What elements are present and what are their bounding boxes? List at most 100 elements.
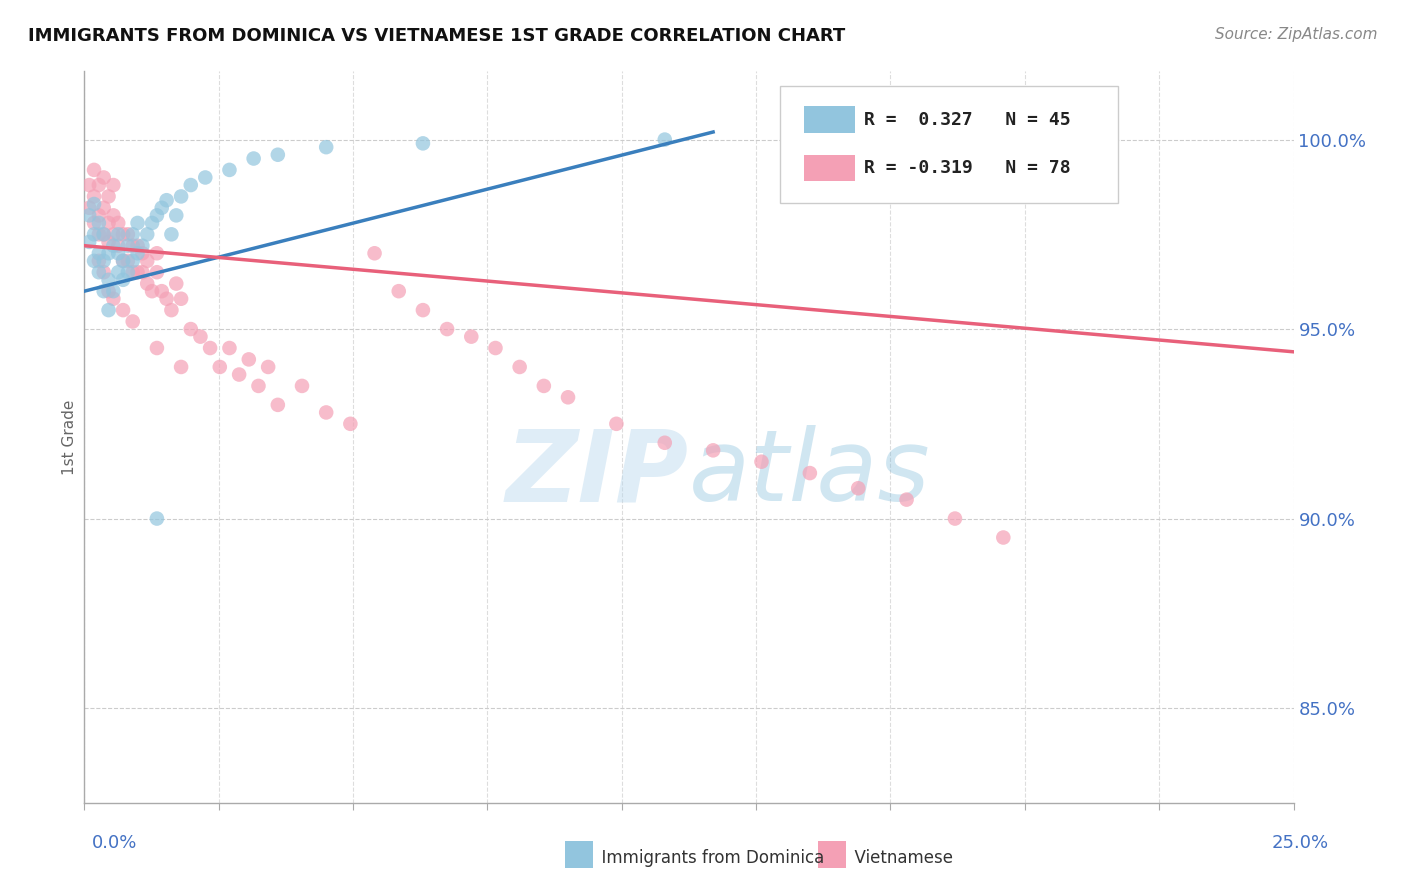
Point xyxy=(170,189,193,203)
Point xyxy=(97,303,120,318)
Y-axis label: 1st Grade: 1st Grade xyxy=(62,400,77,475)
Point xyxy=(150,201,173,215)
Point xyxy=(77,201,100,215)
Text: Immigrants from Dominica: Immigrants from Dominica xyxy=(591,849,824,867)
Point xyxy=(412,303,434,318)
Point xyxy=(846,481,869,495)
FancyBboxPatch shape xyxy=(565,841,593,868)
Point xyxy=(127,265,149,279)
Point xyxy=(136,277,159,291)
Point xyxy=(93,227,115,242)
Point xyxy=(112,253,135,268)
Point xyxy=(103,292,125,306)
Point xyxy=(533,379,555,393)
Point xyxy=(165,208,187,222)
Point xyxy=(87,227,110,242)
Point xyxy=(339,417,361,431)
Text: 25.0%: 25.0% xyxy=(1271,834,1329,852)
Text: IMMIGRANTS FROM DOMINICA VS VIETNAMESE 1ST GRADE CORRELATION CHART: IMMIGRANTS FROM DOMINICA VS VIETNAMESE 1… xyxy=(28,27,845,45)
Point xyxy=(121,253,143,268)
Point xyxy=(112,273,135,287)
Point xyxy=(146,265,169,279)
Point xyxy=(97,235,120,249)
Point xyxy=(83,227,105,242)
Point xyxy=(267,398,290,412)
Point xyxy=(93,227,115,242)
Point xyxy=(896,492,918,507)
Point xyxy=(107,216,129,230)
Point xyxy=(83,253,105,268)
Point xyxy=(436,322,458,336)
Point xyxy=(388,284,411,298)
Point xyxy=(247,379,270,393)
Point xyxy=(993,531,1015,545)
Point xyxy=(141,284,163,298)
Text: atlas: atlas xyxy=(689,425,931,522)
Point xyxy=(460,329,482,343)
Point xyxy=(87,246,110,260)
Point xyxy=(363,246,385,260)
Point xyxy=(136,253,159,268)
Point xyxy=(112,227,135,242)
Point xyxy=(242,152,264,166)
Point xyxy=(484,341,506,355)
Point xyxy=(228,368,250,382)
Point xyxy=(83,216,105,230)
Point xyxy=(160,303,183,318)
Point xyxy=(107,227,129,242)
Point xyxy=(557,390,579,404)
Text: Vietnamese: Vietnamese xyxy=(844,849,953,867)
Point xyxy=(315,405,337,419)
Point xyxy=(103,208,125,222)
Point xyxy=(97,189,120,203)
Point xyxy=(103,178,125,192)
Point xyxy=(291,379,314,393)
Point xyxy=(93,265,115,279)
Point xyxy=(117,238,139,252)
Point xyxy=(131,246,153,260)
FancyBboxPatch shape xyxy=(804,106,855,133)
Point xyxy=(127,238,149,252)
Point xyxy=(121,265,143,279)
Point xyxy=(87,208,110,222)
Point xyxy=(121,314,143,328)
Point xyxy=(112,253,135,268)
FancyBboxPatch shape xyxy=(818,841,846,868)
Point xyxy=(87,253,110,268)
Point xyxy=(218,341,240,355)
Point xyxy=(654,132,676,146)
Point xyxy=(160,227,183,242)
Point xyxy=(107,246,129,260)
Point xyxy=(87,216,110,230)
Point xyxy=(112,303,135,318)
Point xyxy=(93,253,115,268)
FancyBboxPatch shape xyxy=(780,86,1118,203)
Text: Source: ZipAtlas.com: Source: ZipAtlas.com xyxy=(1215,27,1378,42)
Point xyxy=(103,284,125,298)
Point xyxy=(103,238,125,252)
Point xyxy=(180,322,202,336)
Point xyxy=(77,208,100,222)
Point xyxy=(121,238,143,252)
Point xyxy=(136,227,159,242)
Point xyxy=(146,511,169,525)
Point xyxy=(83,189,105,203)
Text: R = -0.319   N = 78: R = -0.319 N = 78 xyxy=(865,159,1071,177)
Point xyxy=(117,265,139,279)
Point xyxy=(107,238,129,252)
Point xyxy=(654,435,676,450)
Point xyxy=(702,443,724,458)
Point xyxy=(194,170,217,185)
Point xyxy=(77,235,100,249)
Point xyxy=(146,341,169,355)
Point xyxy=(509,359,531,374)
Point xyxy=(170,292,193,306)
Point xyxy=(83,162,105,177)
Point xyxy=(150,284,173,298)
Point xyxy=(257,359,280,374)
Point xyxy=(208,359,231,374)
Point xyxy=(83,197,105,211)
Point xyxy=(117,227,139,242)
Point xyxy=(605,417,627,431)
Point xyxy=(131,265,153,279)
